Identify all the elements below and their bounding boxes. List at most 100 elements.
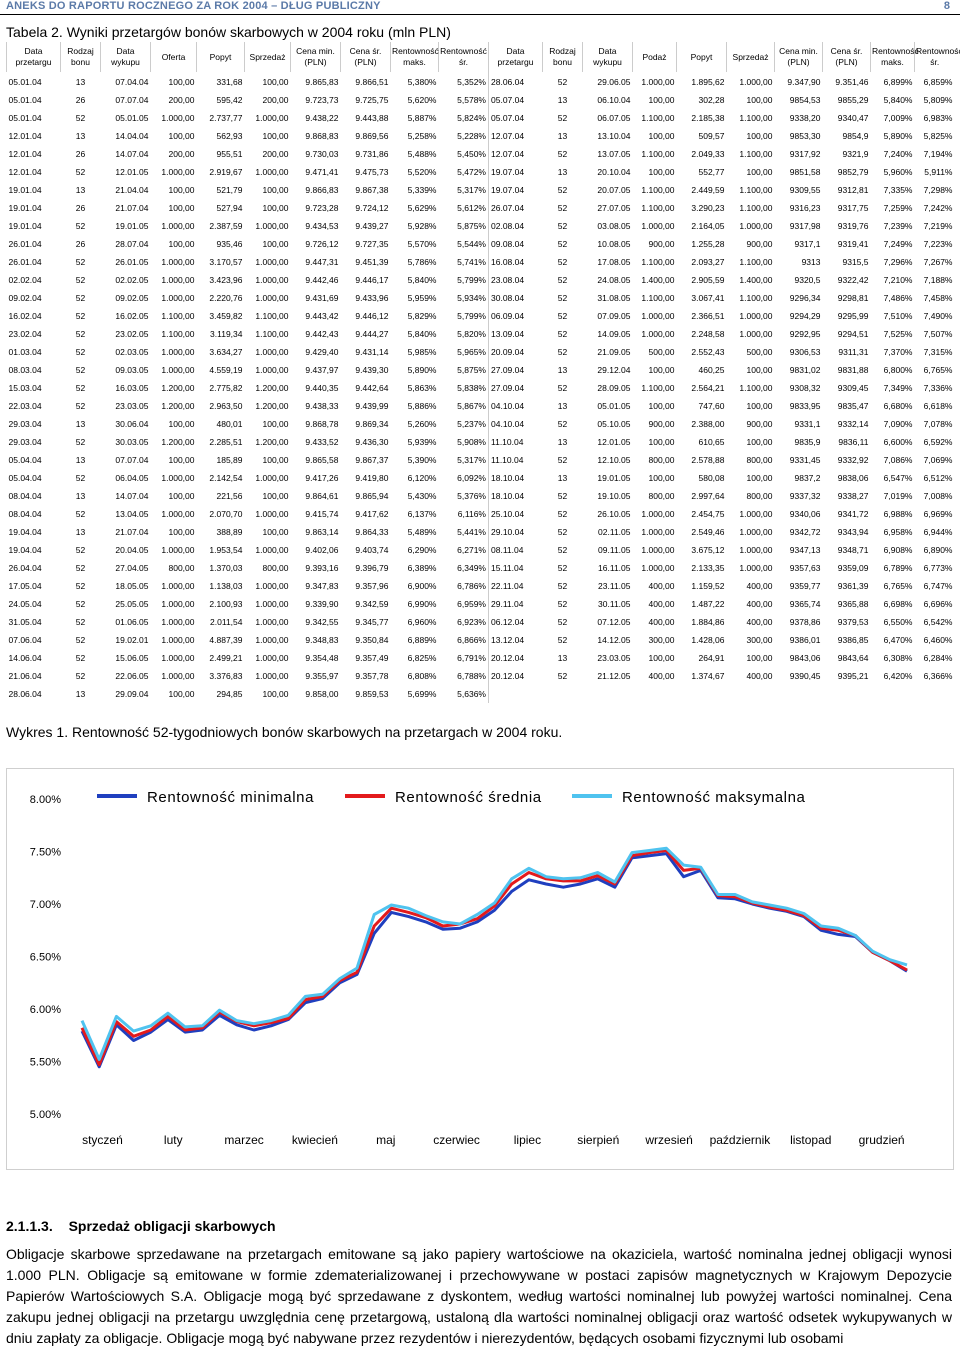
table-cell: 2.220,76: [209, 293, 243, 303]
table-cell: 5,317%: [457, 455, 486, 465]
table-cell: 5,829%: [407, 311, 437, 321]
table-cell: 1.000,00: [255, 545, 289, 555]
page-header: ANEKS DO RAPORTU ROCZNEGO ZA ROK 2004 – …: [0, 0, 960, 15]
column-header: Popyt: [196, 42, 245, 72]
table-cell: 9.347,83: [305, 581, 339, 591]
table-cell: 5,430%: [407, 491, 437, 501]
table-cell: 1.000,00: [161, 347, 195, 357]
table-cell: 6,747%: [923, 581, 953, 591]
table-cell: 12.10.05: [597, 455, 631, 465]
table-cell: 100,00: [168, 185, 195, 195]
table-cell: 2.100,93: [209, 599, 243, 609]
table-cell: 7,239%: [883, 221, 913, 231]
table-cell: 9.866,83: [305, 185, 339, 195]
table-cell: 5,886%: [407, 401, 437, 411]
y-tick-label: 7.00%: [30, 899, 61, 911]
table-cell: 1.100,00: [641, 203, 675, 213]
table-cell: 7,090%: [883, 419, 913, 429]
x-month-label: lipiec: [514, 1133, 541, 1147]
table-cell: 5,863%: [407, 383, 437, 393]
table-row: 31.05.04 52 01.06.05 1.000,00 2.011,54 1.000,…: [7, 613, 955, 631]
table-cell: 1.100,00: [161, 329, 195, 339]
table-cell: 7,008%: [923, 491, 953, 501]
table-cell: 9.433,52: [305, 437, 339, 447]
table-cell: 26.01.05: [115, 257, 149, 267]
table-cell: 13.09.04: [488, 325, 543, 343]
table-cell: 19.01.04: [8, 185, 42, 195]
table-cell: 52: [75, 347, 86, 357]
table-cell: 955,51: [216, 149, 243, 159]
table-cell: 100,00: [168, 131, 195, 141]
table-cell: 09.11.05: [598, 545, 631, 555]
table-cell: 5,799%: [457, 275, 486, 285]
table-cell: 552,77: [698, 167, 725, 177]
series-line-1: [80, 849, 908, 1067]
table-cell: 331,68: [216, 76, 243, 87]
table-cell: 300,00: [746, 635, 773, 645]
x-month-label: sierpień: [577, 1133, 619, 1147]
table-cell: 5,488%: [407, 149, 437, 159]
table-cell: 12.07.04: [488, 145, 543, 163]
table-cell: 6,542%: [923, 617, 953, 627]
table-cell: 9.475,73: [355, 167, 389, 177]
table-cell: [677, 685, 727, 703]
table-cell: 6,420%: [883, 671, 913, 681]
table-cell: 13: [75, 131, 86, 141]
table-cell: 5,875%: [457, 221, 486, 231]
table-cell: 9.865,94: [355, 491, 389, 501]
table-cell: 1.000,00: [161, 635, 195, 645]
table-cell: 9.439,30: [355, 365, 389, 375]
table-cell: 100,00: [648, 95, 675, 105]
table-cell: 9.345,77: [355, 617, 389, 627]
table-cell: 100,00: [746, 131, 773, 141]
table-cell: 05.01.04: [8, 113, 42, 123]
table-cell: 5,741%: [457, 257, 486, 267]
table-cell: 5,570%: [407, 239, 437, 249]
table-cell: 12.01.05: [597, 437, 631, 447]
table-cell: 9317,75: [837, 203, 869, 213]
table-cell: 2.133,35: [691, 563, 725, 573]
table-cell: [727, 685, 775, 703]
table-cell: 7,242%: [923, 203, 953, 213]
table-cell: 3.675,12: [691, 545, 725, 555]
table-cell: 27.09.04: [488, 379, 543, 397]
table-cell: 13: [75, 455, 86, 465]
table-cell: 6,788%: [457, 671, 486, 681]
table-cell: 9.351,46: [835, 76, 869, 87]
table-cell: 1.100,00: [739, 203, 773, 213]
table-cell: 9312,81: [837, 185, 869, 195]
table-cell: 480,01: [216, 419, 243, 429]
table-cell: 1.000,00: [255, 635, 289, 645]
table-cell: 2.775,82: [209, 383, 243, 393]
table-cell: 900,00: [648, 239, 675, 249]
table-cell: 1.200,00: [255, 401, 289, 411]
table-cell: 52: [75, 113, 86, 123]
table-cell: 07.06.04: [8, 635, 42, 645]
table-cell: 17.08.05: [597, 257, 631, 267]
table-cell: 9340,06: [789, 509, 821, 519]
table-cell: 7,267%: [923, 257, 953, 267]
table-cell: 100,00: [648, 167, 675, 177]
table-cell: 6,389%: [407, 563, 437, 573]
table-cell: 800,00: [168, 563, 195, 573]
table-cell: 52: [557, 185, 568, 195]
table-cell: 100,00: [168, 76, 195, 87]
table-cell: 800,00: [648, 491, 675, 501]
table-cell: 22.06.05: [115, 671, 149, 681]
table-cell: 1.100,00: [739, 113, 773, 123]
table-cell: 9838,06: [837, 473, 869, 483]
table-cell: 27.09.04: [488, 361, 543, 379]
table-cell: 52: [557, 149, 568, 159]
table-cell: 9.867,37: [355, 455, 389, 465]
table-cell: 9.858,00: [305, 689, 339, 699]
column-header: Rentowność śr.: [914, 42, 960, 72]
table-cell: 52: [75, 545, 86, 555]
table-cell: 2.185,38: [691, 113, 725, 123]
table-cell: 15.06.05: [115, 653, 149, 663]
table-cell: 19.07.04: [488, 163, 543, 181]
table-cell: 800,00: [746, 491, 773, 501]
table-cell: 52: [557, 491, 568, 501]
x-month-label: czerwiec: [433, 1133, 480, 1147]
table-cell: 9.415,74: [305, 509, 339, 519]
table-cell: 1.000,00: [161, 545, 195, 555]
